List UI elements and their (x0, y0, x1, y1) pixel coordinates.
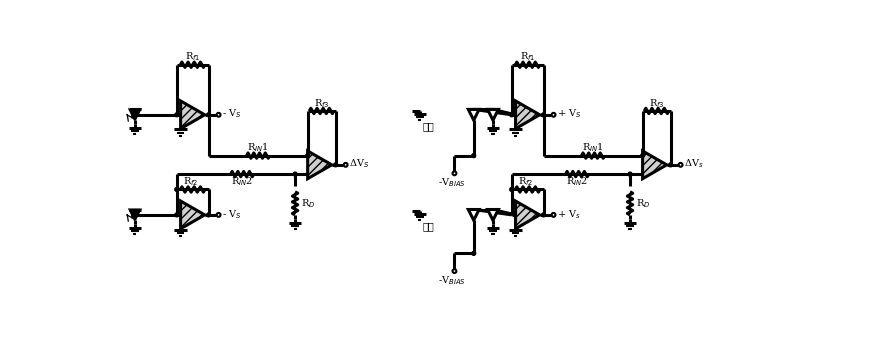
Text: + V$_S$: + V$_S$ (558, 108, 581, 120)
Circle shape (207, 213, 210, 217)
Circle shape (641, 154, 645, 158)
Circle shape (510, 113, 514, 117)
Circle shape (510, 188, 514, 192)
Circle shape (207, 113, 210, 117)
Text: ΔV$_S$: ΔV$_S$ (350, 158, 370, 170)
Text: R$_{f2}$: R$_{f2}$ (182, 175, 198, 188)
Text: -V$_{BIAS}$: -V$_{BIAS}$ (438, 274, 466, 287)
Text: R$_D$: R$_D$ (636, 197, 651, 210)
Polygon shape (130, 109, 140, 120)
Polygon shape (488, 210, 498, 220)
Text: R$_{f3}$: R$_{f3}$ (314, 97, 330, 110)
Circle shape (668, 163, 673, 167)
Circle shape (542, 113, 545, 117)
Polygon shape (643, 151, 667, 179)
Text: - V$_S$: - V$_S$ (223, 208, 242, 221)
Text: R$_{f3}$: R$_{f3}$ (649, 97, 665, 110)
Text: 接地: 接地 (423, 122, 435, 131)
Circle shape (175, 213, 179, 217)
Circle shape (679, 163, 682, 167)
Circle shape (175, 113, 179, 117)
Polygon shape (468, 210, 479, 220)
Text: R$_{f1}$: R$_{f1}$ (185, 51, 201, 64)
Circle shape (344, 163, 347, 167)
Text: -V$_{BIAS}$: -V$_{BIAS}$ (438, 176, 466, 189)
Text: R$_{f1}$: R$_{f1}$ (520, 51, 535, 64)
Circle shape (542, 213, 545, 217)
Circle shape (175, 188, 179, 192)
Polygon shape (516, 101, 539, 129)
Circle shape (552, 113, 555, 117)
Circle shape (334, 163, 338, 167)
Circle shape (552, 213, 555, 217)
Circle shape (217, 213, 220, 217)
Text: 接地: 接地 (423, 222, 435, 231)
Circle shape (293, 172, 297, 176)
Polygon shape (130, 210, 140, 220)
Text: - V$_S$: - V$_S$ (223, 108, 242, 120)
Text: R$_{IN}$2: R$_{IN}$2 (232, 175, 253, 188)
Text: R$_{f2}$: R$_{f2}$ (517, 175, 533, 188)
Polygon shape (516, 201, 539, 229)
Text: R$_D$: R$_D$ (301, 197, 316, 210)
Circle shape (453, 171, 456, 175)
Circle shape (472, 154, 475, 158)
Text: R$_{IN}$1: R$_{IN}$1 (247, 142, 269, 154)
Circle shape (217, 113, 220, 117)
Polygon shape (308, 151, 332, 179)
Polygon shape (488, 109, 498, 120)
Circle shape (453, 269, 456, 273)
Polygon shape (181, 101, 204, 129)
Text: + V$_s$: + V$_s$ (558, 208, 581, 221)
Circle shape (628, 172, 632, 176)
Circle shape (306, 154, 310, 158)
Text: ΔV$_s$: ΔV$_s$ (684, 158, 704, 170)
Polygon shape (468, 109, 479, 120)
Circle shape (472, 252, 475, 255)
Text: R$_{IN}$1: R$_{IN}$1 (582, 142, 604, 154)
Polygon shape (181, 201, 204, 229)
Text: R$_{IN}$2: R$_{IN}$2 (566, 175, 588, 188)
